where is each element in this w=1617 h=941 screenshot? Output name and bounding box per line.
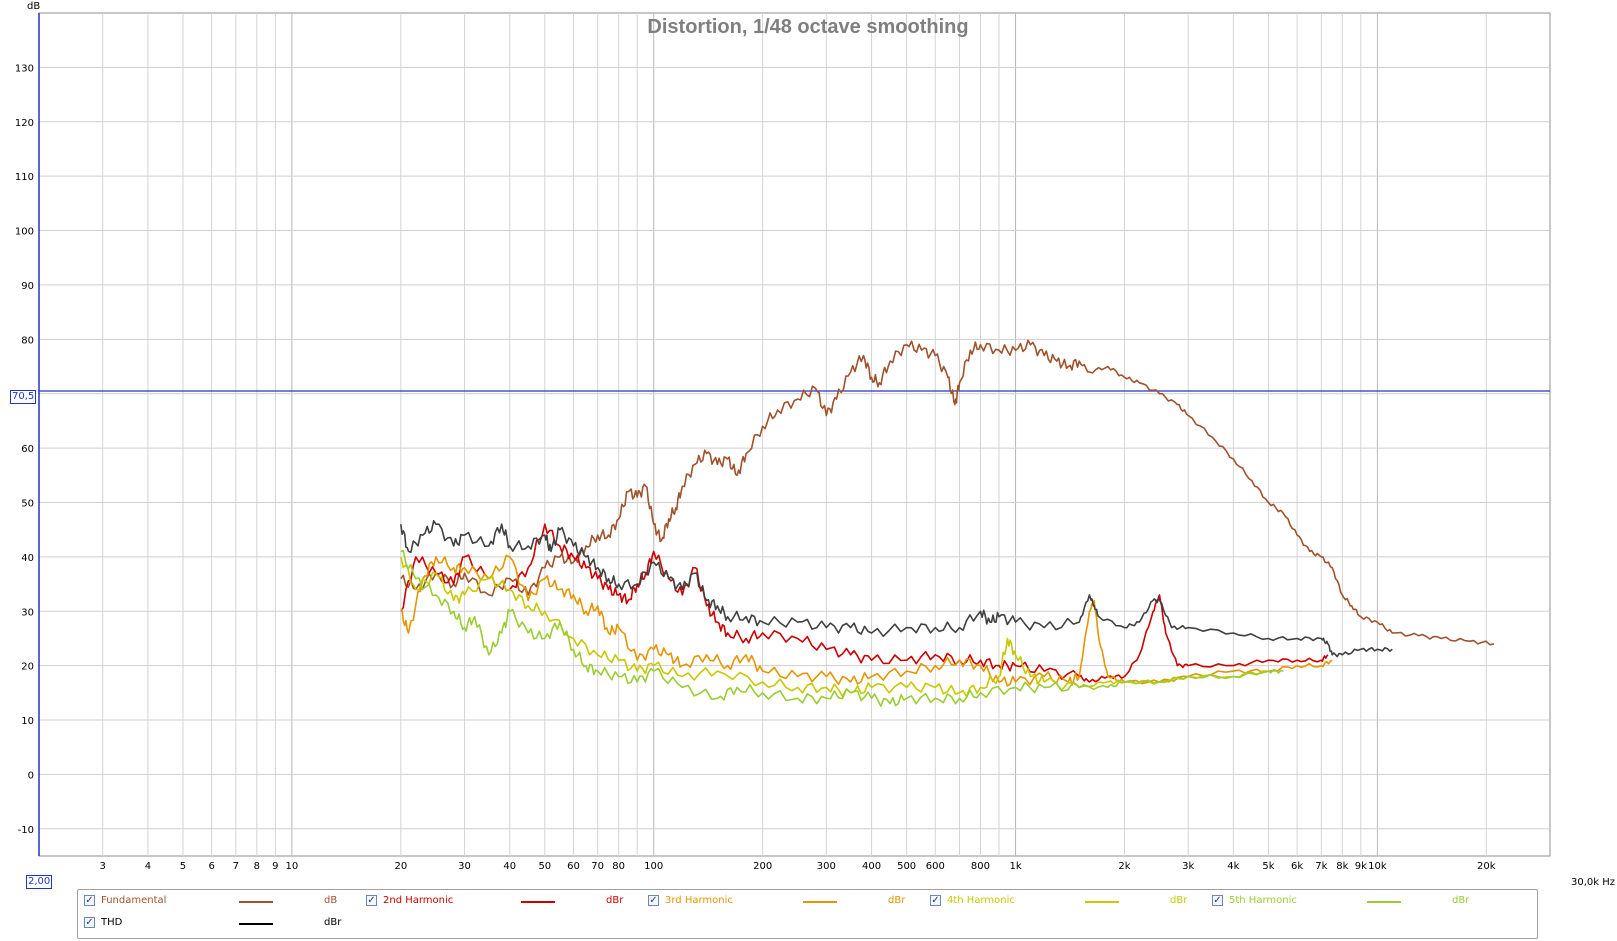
y-tick-label: 90: [21, 281, 34, 292]
y-tick-label: 30: [21, 607, 34, 618]
y-tick-label: 50: [21, 498, 34, 509]
y-tick-label: -10: [18, 825, 34, 836]
legend-series-unit: dBr: [606, 895, 624, 906]
legend-checkbox[interactable]: ✓: [1212, 895, 1223, 906]
x-tick-label: 4: [145, 861, 151, 872]
x-axis-max-label: 30,0k Hz: [1571, 877, 1615, 888]
legend-item: ✓ THD dBr: [84, 915, 354, 931]
x-tick-label: 7: [233, 861, 239, 872]
legend-series-unit: dB: [324, 895, 338, 906]
cursor-value-label[interactable]: 70,5: [10, 390, 37, 404]
x-tick-label: 9k: [1355, 861, 1367, 872]
y-tick-label: 10: [21, 716, 34, 727]
y-tick-label: 100: [15, 227, 34, 238]
legend-item: ✓ 4th Harmonic dBr: [930, 893, 1200, 909]
x-tick-label: 70: [591, 861, 604, 872]
grid: [38, 13, 1550, 856]
legend-line-swatch: [239, 923, 273, 925]
x-tick-label: 20: [394, 861, 407, 872]
chart-title: Distortion, 1/48 octave smoothing: [647, 16, 968, 38]
x-tick-label: 100: [644, 861, 663, 872]
x-tick-label: 50: [538, 861, 551, 872]
x-tick-label: 80: [612, 861, 625, 872]
x-tick-label: 400: [862, 861, 881, 872]
y-tick-labels: -100102030405060708090100110120130: [15, 63, 34, 835]
legend-series-name: Fundamental: [101, 895, 167, 906]
x-tick-label: 10: [286, 861, 299, 872]
x-tick-label: 60: [567, 861, 580, 872]
plot-background: [38, 12, 1551, 857]
legend-series-unit: dBr: [1170, 895, 1188, 906]
series-line-thd: [400, 520, 1393, 658]
x-tick-label: 3: [100, 861, 106, 872]
x-tick-label: 9: [272, 861, 278, 872]
x-tick-label: 7k: [1315, 861, 1327, 872]
x-tick-label: 6k: [1291, 861, 1303, 872]
legend-item: ✓ 5th Harmonic dBr: [1212, 893, 1482, 909]
series-group: [400, 339, 1495, 707]
x-tick-label: 2k: [1118, 861, 1130, 872]
legend-line-swatch: [239, 901, 273, 903]
legend-checkbox[interactable]: ✓: [366, 895, 377, 906]
x-tick-label: 3k: [1182, 861, 1194, 872]
x-tick-label: 10k: [1368, 861, 1387, 872]
series-line-3rd-harmonic: [400, 554, 1333, 687]
x-tick-label: 30: [458, 861, 471, 872]
x-tick-label: 1k: [1009, 861, 1021, 872]
y-tick-label: 120: [15, 118, 34, 129]
x-tick-label: 4k: [1227, 861, 1239, 872]
y-tick-label: 80: [21, 335, 34, 346]
x-tick-label: 300: [817, 861, 836, 872]
legend-checkbox[interactable]: ✓: [930, 895, 941, 906]
x-tick-label: 5: [180, 861, 186, 872]
legend-series-unit: dBr: [1452, 895, 1470, 906]
legend-checkbox[interactable]: ✓: [84, 895, 95, 906]
legend-checkbox[interactable]: ✓: [84, 917, 95, 928]
x-tick-labels: 3 4 5 6 7 8 9 10 20 30 40 50 60 70 80 100 200 300 400 500 60…: [100, 861, 1496, 872]
x-tick-label: 800: [971, 861, 990, 872]
x-tick-label: 40: [503, 861, 516, 872]
legend-item: ✓ Fundamental dB: [84, 893, 354, 909]
y-tick-label: 20: [21, 662, 34, 673]
y-tick-label: 110: [15, 172, 34, 183]
legend-series-unit: dBr: [888, 895, 906, 906]
legend-item: ✓ 3rd Harmonic dBr: [648, 893, 918, 909]
legend-line-swatch: [1367, 901, 1401, 903]
y-axis-unit: dB: [27, 1, 40, 12]
y-tick-label: 130: [15, 63, 34, 74]
legend-series-name: 3rd Harmonic: [665, 895, 733, 906]
series-line-5th-harmonic: [400, 549, 1284, 707]
legend-line-swatch: [521, 901, 555, 903]
y-tick-label: 40: [21, 553, 34, 564]
legend-series-name: 5th Harmonic: [1229, 895, 1297, 906]
x-tick-label: 200: [753, 861, 772, 872]
legend-series-unit: dBr: [324, 917, 342, 928]
x-min-value-label[interactable]: 2,00: [26, 875, 53, 889]
x-tick-label: 600: [926, 861, 945, 872]
legend-line-swatch: [803, 901, 837, 903]
x-tick-label: 500: [897, 861, 916, 872]
x-tick-label: 6: [208, 861, 214, 872]
legend-line-swatch: [1085, 901, 1119, 903]
x-tick-label: 8: [254, 861, 260, 872]
y-tick-label: 60: [21, 444, 34, 455]
legend-checkbox[interactable]: ✓: [648, 895, 659, 906]
legend: ✓ Fundamental dB ✓ 2nd Harmonic dBr ✓ 3rd Harmo…: [77, 889, 1538, 939]
legend-series-name: 4th Harmonic: [947, 895, 1015, 906]
x-tick-label: 8k: [1336, 861, 1348, 872]
series-line-fundamental: [400, 339, 1495, 646]
legend-series-name: THD: [101, 917, 123, 928]
x-tick-label: 20k: [1477, 861, 1496, 872]
legend-item: ✓ 2nd Harmonic dBr: [366, 893, 636, 909]
y-tick-label: 0: [28, 770, 34, 781]
x-tick-label: 5k: [1262, 861, 1274, 872]
legend-series-name: 2nd Harmonic: [383, 895, 454, 906]
